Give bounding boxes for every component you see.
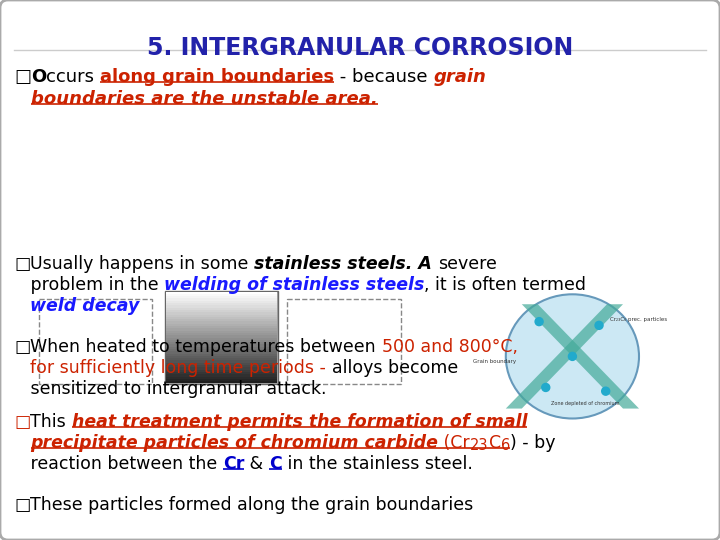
Text: welding of stainless steels: welding of stainless steels [164,276,425,294]
Bar [166,349,277,352]
Bar [166,301,277,303]
Bar [166,324,277,326]
Text: (Cr: (Cr [438,434,470,452]
Text: These particles formed along the grain boundaries: These particles formed along the grain b… [30,496,474,514]
Text: ) - by: ) - by [510,434,555,452]
Bar [166,310,277,312]
Bar [166,369,277,372]
Bar [166,374,277,376]
Text: 5. INTERGRANULAR CORROSION: 5. INTERGRANULAR CORROSION [147,36,573,60]
Text: , it is often termed: , it is often termed [425,276,587,294]
FancyBboxPatch shape [39,299,152,384]
Text: □: □ [14,255,30,273]
Text: Cr: Cr [222,455,244,473]
Text: □: □ [14,413,30,431]
Text: When heated to temperatures between: When heated to temperatures between [30,338,382,356]
Bar [166,340,277,342]
Text: Usually happens in some: Usually happens in some [30,255,254,273]
Bar [166,347,277,349]
Text: 23: 23 [470,438,488,453]
Bar [166,338,277,340]
PathPatch shape [522,304,639,409]
PathPatch shape [505,304,623,409]
Bar [166,333,277,335]
Bar [166,354,277,356]
Bar [166,303,277,306]
FancyBboxPatch shape [287,299,400,384]
Bar [166,319,277,321]
Bar [166,352,277,354]
Text: C: C [488,434,500,452]
Text: boundaries are the unstable area.: boundaries are the unstable area. [31,90,378,108]
Bar [166,367,277,370]
Ellipse shape [505,294,639,418]
Text: 6: 6 [500,438,510,453]
Text: sensitized to intergranular attack.: sensitized to intergranular attack. [14,380,326,398]
Bar [166,365,277,367]
Circle shape [541,383,550,392]
Bar [166,363,277,365]
Text: stainless steels. A: stainless steels. A [254,255,438,273]
Bar [166,381,277,383]
Text: □: □ [14,68,31,86]
Text: heat treatment permits the formation of small: heat treatment permits the formation of … [71,413,527,431]
Bar [166,361,277,363]
Bar [166,292,277,294]
Bar [166,294,277,296]
Text: grain: grain [433,68,486,86]
Bar [166,379,277,381]
Text: - because: - because [334,68,433,86]
Bar [166,312,277,314]
Text: O: O [31,68,46,86]
Bar [166,342,277,345]
Bar [166,372,277,374]
Text: in the stainless steel.: in the stainless steel. [282,455,472,473]
Text: Zone depleted of chromium: Zone depleted of chromium [552,401,620,406]
Bar [166,299,277,301]
Bar [166,317,277,319]
Text: alloys become: alloys become [332,359,458,377]
Circle shape [568,353,577,360]
Bar [166,296,277,299]
Text: 500 and 800°C,: 500 and 800°C, [382,338,518,356]
Text: ccurs: ccurs [46,68,100,86]
Bar [166,326,277,328]
Text: Grain boundary: Grain boundary [473,359,516,364]
Bar [166,308,277,310]
Text: C: C [269,455,282,473]
Bar [166,356,277,358]
Bar [166,358,277,361]
Text: □: □ [14,338,30,356]
Text: Cr₂₃C₆ prec. particles: Cr₂₃C₆ prec. particles [610,316,667,322]
Bar [166,330,277,333]
Text: for sufficiently long time periods -: for sufficiently long time periods - [30,359,332,377]
Bar [166,345,277,347]
Circle shape [595,321,603,329]
Bar [166,328,277,330]
Text: reaction between the: reaction between the [14,455,222,473]
Text: along grain boundaries: along grain boundaries [100,68,334,86]
Text: weld decay: weld decay [30,297,140,315]
Circle shape [535,318,543,326]
Bar [166,321,277,324]
Bar [166,335,277,338]
Text: precipitate particles of chromium carbide: precipitate particles of chromium carbid… [30,434,438,452]
Circle shape [602,387,610,395]
Text: problem in the: problem in the [14,276,164,294]
Text: □: □ [14,496,30,514]
Text: severe: severe [438,255,497,273]
Text: &: & [244,455,269,473]
Bar [166,376,277,379]
Bar [166,314,277,317]
Text: This: This [30,413,71,431]
Bar [166,306,277,308]
FancyBboxPatch shape [165,291,278,384]
